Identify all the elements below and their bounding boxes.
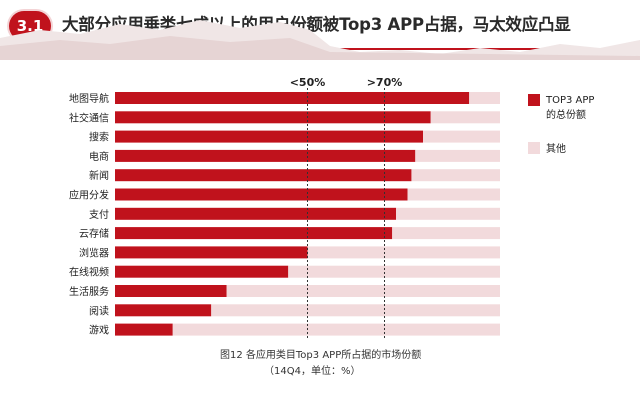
bars-group <box>115 92 500 336</box>
bar-other-10 <box>226 285 500 297</box>
bar-top3-7 <box>115 227 393 240</box>
category-label-0: 地图导航 <box>69 92 109 105</box>
reference-lines <box>307 88 385 340</box>
category-label-10: 生活服务 <box>69 285 109 298</box>
bar-top3-12 <box>115 323 173 336</box>
category-label-5: 应用分发 <box>69 189 109 202</box>
legend-top3-line1: TOP3 APP <box>545 95 594 106</box>
category-label-7: 云存储 <box>79 227 109 240</box>
bar-top3-5 <box>115 188 408 201</box>
bar-top3-1 <box>115 111 431 124</box>
bar-top3-9 <box>115 265 289 278</box>
category-label-9: 在线视频 <box>69 266 109 279</box>
legend: TOP3 APP 的总份额 其他 <box>528 94 594 155</box>
category-label-11: 阅读 <box>89 304 109 317</box>
caption-line2: （14Q4，单位：%） <box>264 364 360 377</box>
bar-top3-6 <box>115 207 397 220</box>
category-label-6: 支付 <box>89 208 109 221</box>
bar-other-11 <box>211 304 500 317</box>
bar-other-8 <box>307 246 500 259</box>
ref-label-50: <50% <box>290 76 326 89</box>
legend-other: 其他 <box>546 142 566 155</box>
legend-swatch-other <box>528 142 540 154</box>
bar-other-3 <box>415 149 500 162</box>
category-label-12: 游戏 <box>89 324 109 337</box>
bar-other-0 <box>469 92 500 104</box>
mountain-decoration <box>0 20 640 60</box>
category-label-1: 社交通信 <box>69 111 109 124</box>
bar-top3-11 <box>115 304 212 317</box>
category-label-8: 浏览器 <box>79 246 109 259</box>
category-label-3: 电商 <box>89 150 109 163</box>
bar-top3-8 <box>115 246 308 259</box>
legend-top3-line2: 的总份额 <box>546 108 586 121</box>
ref-label-70: >70% <box>367 76 403 89</box>
bar-other-2 <box>423 130 500 143</box>
bar-top3-0 <box>115 92 470 104</box>
bar-other-6 <box>396 207 500 220</box>
bar-other-4 <box>411 169 500 182</box>
bar-top3-2 <box>115 130 423 143</box>
bar-other-1 <box>430 111 500 124</box>
bar-top3-10 <box>115 285 227 297</box>
bar-other-9 <box>288 265 500 278</box>
caption-line1: 图12 各应用类目Top3 APP所占据的市场份额 <box>220 348 421 361</box>
bar-other-12 <box>172 323 500 336</box>
category-label-2: 搜索 <box>89 131 109 144</box>
bar-other-7 <box>392 227 500 240</box>
bar-top3-4 <box>115 169 412 182</box>
category-label-4: 新闻 <box>89 169 109 182</box>
legend-swatch-top3 <box>528 94 540 106</box>
bar-other-5 <box>407 188 500 201</box>
bar-top3-3 <box>115 149 416 162</box>
